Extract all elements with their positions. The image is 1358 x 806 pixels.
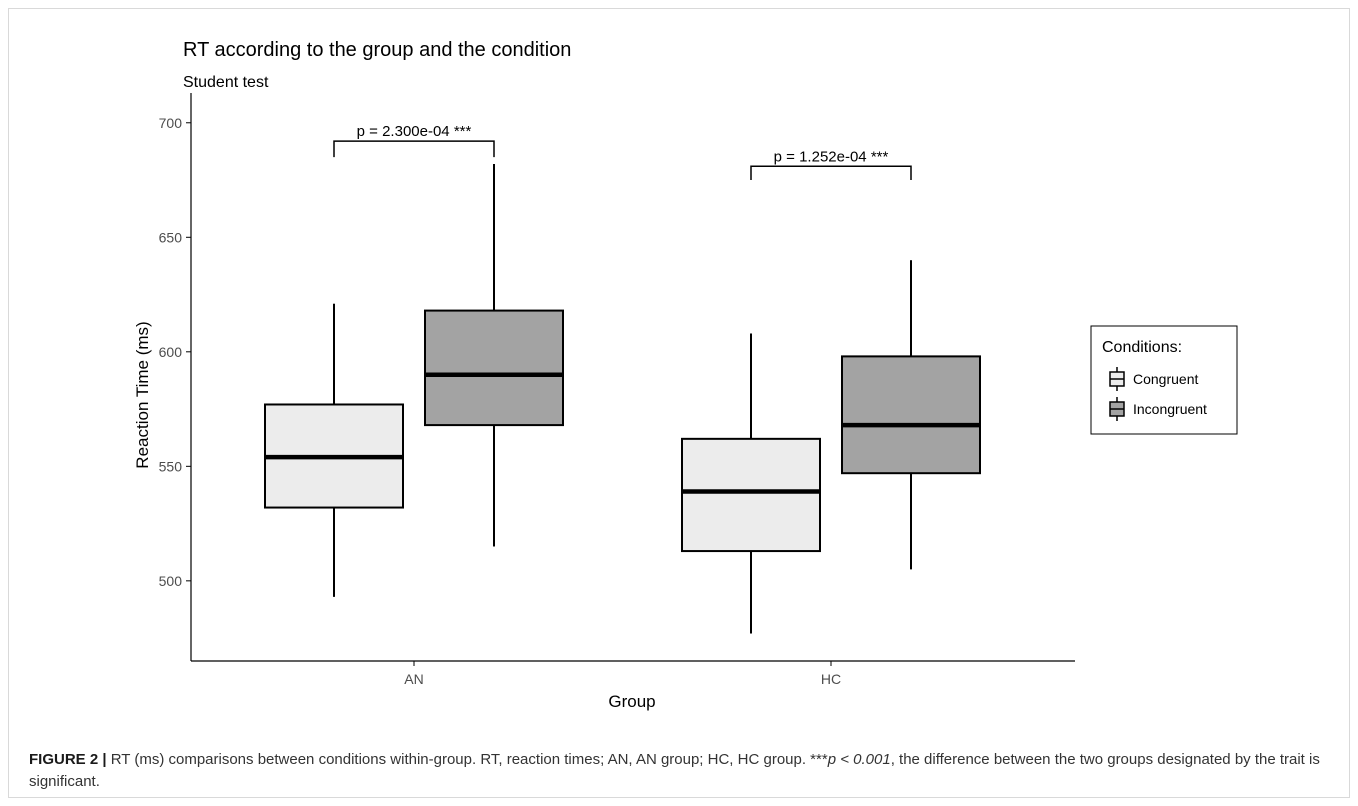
x-axis-label: Group <box>608 692 655 711</box>
figure-caption: FIGURE 2 | RT (ms) comparisons between c… <box>29 749 1344 793</box>
legend-title: Conditions: <box>1102 339 1182 356</box>
boxplot-chart: RT according to the group and the condit… <box>133 39 1238 711</box>
bracket-label: p = 2.300e-04 *** <box>357 123 472 140</box>
figure-frame: RT according to the group and the condit… <box>8 8 1350 798</box>
bracket-line <box>750 165 912 181</box>
caption-p-value: p < 0.001 <box>827 751 891 768</box>
caption-label: FIGURE 2 | <box>29 751 107 768</box>
bracket-line <box>333 140 495 158</box>
legend-entry-incongruent: Incongruent <box>1109 397 1207 421</box>
box-body <box>681 437 821 553</box>
x-tick-label: HC <box>821 671 841 687</box>
significance-bracket-hc: p = 1.252e-04 *** <box>750 148 912 181</box>
y-tick-label: 600 <box>159 344 183 360</box>
bracket-label: p = 1.252e-04 *** <box>774 148 889 165</box>
box-congruent-an <box>264 303 404 597</box>
chart-subtitle: Student test <box>183 74 269 91</box>
box-body <box>424 309 564 427</box>
caption-text-after: , the difference between the two groups … <box>29 751 1320 790</box>
legend: Conditions: Congruent Incongruent <box>1090 325 1238 435</box>
x-tick-label: AN <box>404 671 423 687</box>
significance-bracket-an: p = 2.300e-04 *** <box>333 123 495 158</box>
y-tick-label: 700 <box>159 115 183 131</box>
y-axis: 500 550 600 650 700 <box>159 93 192 661</box>
caption-text-before: RT (ms) comparisons between conditions w… <box>106 751 828 768</box>
x-axis: AN HC <box>191 660 1075 687</box>
box-incongruent-hc <box>841 260 981 570</box>
box-body <box>841 355 981 475</box>
legend-label: Congruent <box>1133 371 1198 387</box>
plot-body: p = 2.300e-04 *** p = 1.252e-04 *** <box>264 123 981 634</box>
box-congruent-hc <box>681 333 821 634</box>
y-tick-label: 500 <box>159 573 183 589</box>
chart-title: RT according to the group and the condit… <box>183 39 571 61</box>
y-tick-label: 650 <box>159 229 183 245</box>
legend-entry-congruent: Congruent <box>1109 367 1198 391</box>
box-incongruent-an <box>424 164 564 547</box>
legend-label: Incongruent <box>1133 401 1207 417</box>
y-axis-label: Reaction Time (ms) <box>133 321 152 468</box>
y-tick-label: 550 <box>159 458 183 474</box>
